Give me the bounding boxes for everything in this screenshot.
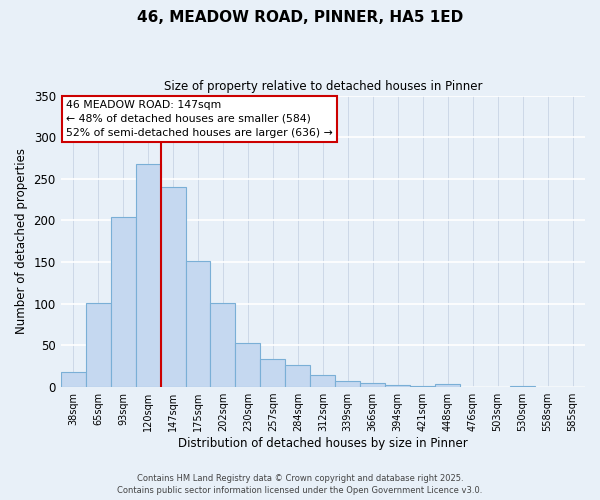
- Bar: [385, 386, 410, 387]
- Bar: [286, 366, 310, 387]
- Title: Size of property relative to detached houses in Pinner: Size of property relative to detached ho…: [164, 80, 482, 93]
- Bar: [61, 372, 86, 387]
- X-axis label: Distribution of detached houses by size in Pinner: Distribution of detached houses by size …: [178, 437, 468, 450]
- Bar: [235, 343, 260, 387]
- Bar: [510, 386, 535, 387]
- Bar: [110, 217, 136, 387]
- Bar: [86, 303, 110, 387]
- Bar: [211, 303, 235, 387]
- Bar: [260, 359, 286, 387]
- Bar: [335, 382, 360, 387]
- Y-axis label: Number of detached properties: Number of detached properties: [15, 148, 28, 334]
- Bar: [185, 262, 211, 387]
- Text: 46 MEADOW ROAD: 147sqm
← 48% of detached houses are smaller (584)
52% of semi-de: 46 MEADOW ROAD: 147sqm ← 48% of detached…: [66, 100, 332, 138]
- Bar: [310, 374, 335, 387]
- Bar: [410, 386, 435, 387]
- Text: Contains HM Land Registry data © Crown copyright and database right 2025.
Contai: Contains HM Land Registry data © Crown c…: [118, 474, 482, 495]
- Bar: [161, 187, 185, 387]
- Bar: [360, 383, 385, 387]
- Text: 46, MEADOW ROAD, PINNER, HA5 1ED: 46, MEADOW ROAD, PINNER, HA5 1ED: [137, 10, 463, 25]
- Bar: [435, 384, 460, 387]
- Bar: [136, 164, 161, 387]
